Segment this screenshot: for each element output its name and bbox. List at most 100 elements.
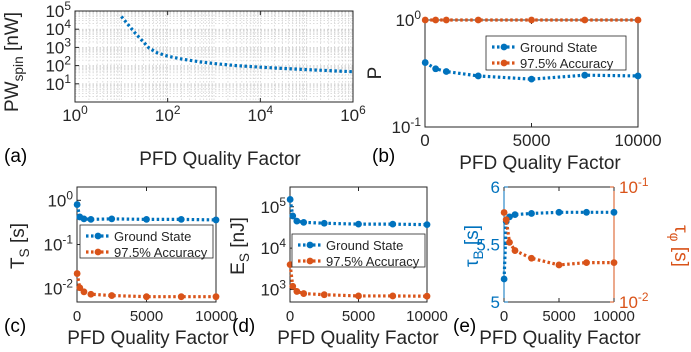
panel-e-series-0-point-0	[500, 275, 508, 283]
panel-a-xlabel: PFD Quality Factor	[139, 149, 301, 170]
panel-e-yticklabel-right-1-base: 10	[619, 178, 638, 197]
panel-a-xticklabel-2-exp: 4	[266, 103, 273, 117]
panel-a-xticklabel-2: 104	[248, 103, 274, 125]
panel-c-ylabel-base: T	[8, 257, 29, 269]
panel-b-series-0-point-0	[421, 59, 429, 66]
panel-e-series-1-point-6	[583, 259, 590, 267]
panel-d-yticklabel-left-1: 104	[260, 236, 286, 258]
panel-b-series-1-point-4	[528, 16, 535, 24]
panel-c-yticklabel-left-1-exp: -1	[62, 233, 73, 247]
panel-e-xticklabel-1: 5000	[542, 308, 575, 325]
panel-e-series-1-point-4	[528, 254, 535, 262]
panel-d-ylabel-base: E	[228, 262, 249, 275]
panel-d-series-1-point-4	[320, 291, 328, 299]
panel-c-yticklabel-left-2-base: 10	[47, 191, 66, 210]
panel-d-legend-label-0: Ground State	[326, 238, 403, 253]
panel-a-xticklabel-2-base: 10	[248, 106, 267, 125]
panel-c-series-1-point-4	[108, 292, 116, 299]
panel-d-yticklabel-left-2-exp: 5	[279, 195, 286, 209]
panel-d-yticklabel-left-0: 103	[260, 278, 286, 300]
panel-a-yticklabel-left-4: 105	[45, 0, 71, 21]
panel-b-series-0-point-6	[634, 72, 642, 80]
panel-c-ylabel-rest: [s]	[8, 223, 29, 248]
panel-b-xlabel: PFD Quality Factor	[459, 153, 621, 174]
panel-c-legend-label-0: Ground State	[114, 229, 191, 244]
panel-b-xticklabel-1: 5000	[513, 131, 551, 150]
panel-d-yticklabel-left-0-base: 10	[260, 281, 279, 300]
panel-a-yticklabel-left-1: 102	[45, 54, 71, 76]
panel-e-ylabel-left-sub: B	[471, 250, 486, 259]
panel-c-series-0-point-3	[87, 215, 95, 223]
panel-e-yticklabel-right-1-exp: -1	[638, 175, 649, 189]
panel-e-yticklabel-right-0-exp: -2	[638, 290, 649, 304]
panel-d-xlabel: PFD Quality Factor	[277, 328, 439, 349]
panel-b-legend-marker-0	[500, 43, 508, 51]
panel-d-xticklabel-1: 5000	[342, 308, 375, 325]
panel-c-yticklabel-left-1-base: 10	[44, 236, 63, 255]
panel-b-legend-label-1: 97.5% Accuracy	[520, 56, 614, 71]
panel-d-series-0-point-6	[389, 220, 397, 228]
panel-c-series-0-point-5	[143, 215, 150, 223]
panel-b-series-0-point-3	[474, 72, 482, 80]
panel-c-yticklabel-left-0: 10-2	[44, 277, 74, 299]
panel-d-series-0-point-4	[320, 219, 328, 227]
panel-c-series-1-point-0	[73, 270, 81, 277]
panel-e-series-1-point-7	[610, 259, 618, 267]
panel-a-ylabel-rest: [nW]	[2, 12, 23, 56]
panel-d-yticklabel-left-2-base: 10	[260, 198, 279, 217]
panel-c-yticklabel-left-0-exp: -2	[62, 277, 73, 291]
panel-b-xticklabel-0: 0	[420, 131, 429, 150]
panel-a-series-line	[120, 15, 354, 74]
panel-d-series-0-point-7	[423, 221, 431, 229]
panel-e-yticklabel-left-0: 5	[491, 293, 500, 312]
panel-e-series-1-point-1	[502, 216, 510, 224]
panel-c-legend-label-1: 97.5% Accuracy	[114, 245, 208, 260]
panel-a-yticklabel-left-0-exp: 1	[64, 72, 71, 86]
panel-d-series-0-point-3	[300, 218, 308, 226]
panel-a-xticklabel-0: 100	[62, 103, 88, 125]
panel-e-xticklabel-2: 10000	[593, 308, 635, 325]
panel-e-ylabel-right: τφ [s]	[667, 225, 691, 267]
panel-a-xticklabel-3-exp: 6	[359, 103, 366, 117]
panel-e-series-1-line	[502, 212, 614, 267]
panel-c-series-1-line	[75, 273, 216, 299]
panel-a-yticklabel-left-3-base: 10	[45, 20, 64, 39]
panel-e-series-0-point-3	[511, 211, 519, 219]
panel-c-series-0-point-7	[212, 216, 220, 224]
panel-d-series-1-point-5	[355, 292, 362, 300]
panel-c-series-1-point-7	[212, 293, 220, 301]
panel-b-yticklabel-left-1-exp: 0	[414, 8, 421, 22]
panel-e-series-1-point-5	[555, 261, 563, 269]
panel-c-series-1-point-6	[177, 293, 185, 301]
panel-c-series-0-point-0	[73, 201, 81, 208]
panel-a-xticklabel-1: 102	[155, 103, 181, 125]
panel-b-tag: (b)	[372, 146, 395, 167]
panel-d-tag: (d)	[232, 316, 255, 337]
panel-d-ylabel: ES [nJ]	[228, 217, 252, 275]
panel-d-series-1-point-3	[300, 290, 308, 297]
panel-e-series-0-point-4	[528, 210, 535, 217]
panel-c-yticklabel-left-2-exp: 0	[66, 188, 73, 202]
panel-d-series-0-point-0	[286, 196, 294, 203]
panel-d-ylabel-sub: S	[237, 253, 252, 262]
panel-c-series-1-point-3	[87, 290, 95, 298]
panel-d-series-0-point-2	[293, 217, 301, 225]
panel-d-series-0-line	[288, 199, 428, 227]
panel-a-xticklabel-1-exp: 2	[174, 103, 181, 117]
panel-b-ylabel: P	[365, 67, 386, 80]
panel-a-ylabel-base: PW	[2, 81, 23, 112]
panel-b-series-1-point-1	[432, 16, 440, 24]
panel-a-yticklabel-left-2: 103	[45, 35, 71, 57]
panel-c-series-0-point-2	[80, 215, 88, 223]
panel-d-series-1-point-6	[389, 292, 397, 300]
panel-a-yticklabel-left-0: 101	[45, 72, 71, 94]
panel-e-series-0-point-7	[610, 208, 618, 216]
panel-b-xticklabel-2: 10000	[614, 131, 661, 150]
panel-c-series-1-point-2	[80, 288, 88, 296]
panel-d-series-1-point-1	[289, 282, 297, 290]
panel-d-series-0-point-1	[289, 212, 297, 220]
panel-e-series-0-point-6	[583, 208, 590, 216]
panel-c-yticklabel-left-2: 100	[47, 188, 73, 210]
panel-e-tag: (e)	[453, 316, 476, 337]
panel-e-ylabel-right-base: τ	[670, 225, 691, 233]
